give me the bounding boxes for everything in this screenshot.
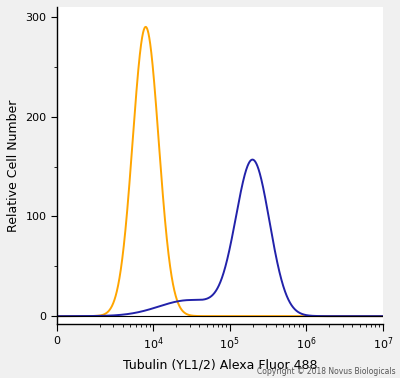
Text: Copyright © 2018 Novus Biologicals: Copyright © 2018 Novus Biologicals	[257, 367, 396, 376]
Y-axis label: Relative Cell Number: Relative Cell Number	[7, 99, 20, 232]
X-axis label: Tubulin (YL1/2) Alexa Fluor 488: Tubulin (YL1/2) Alexa Fluor 488	[123, 358, 317, 371]
